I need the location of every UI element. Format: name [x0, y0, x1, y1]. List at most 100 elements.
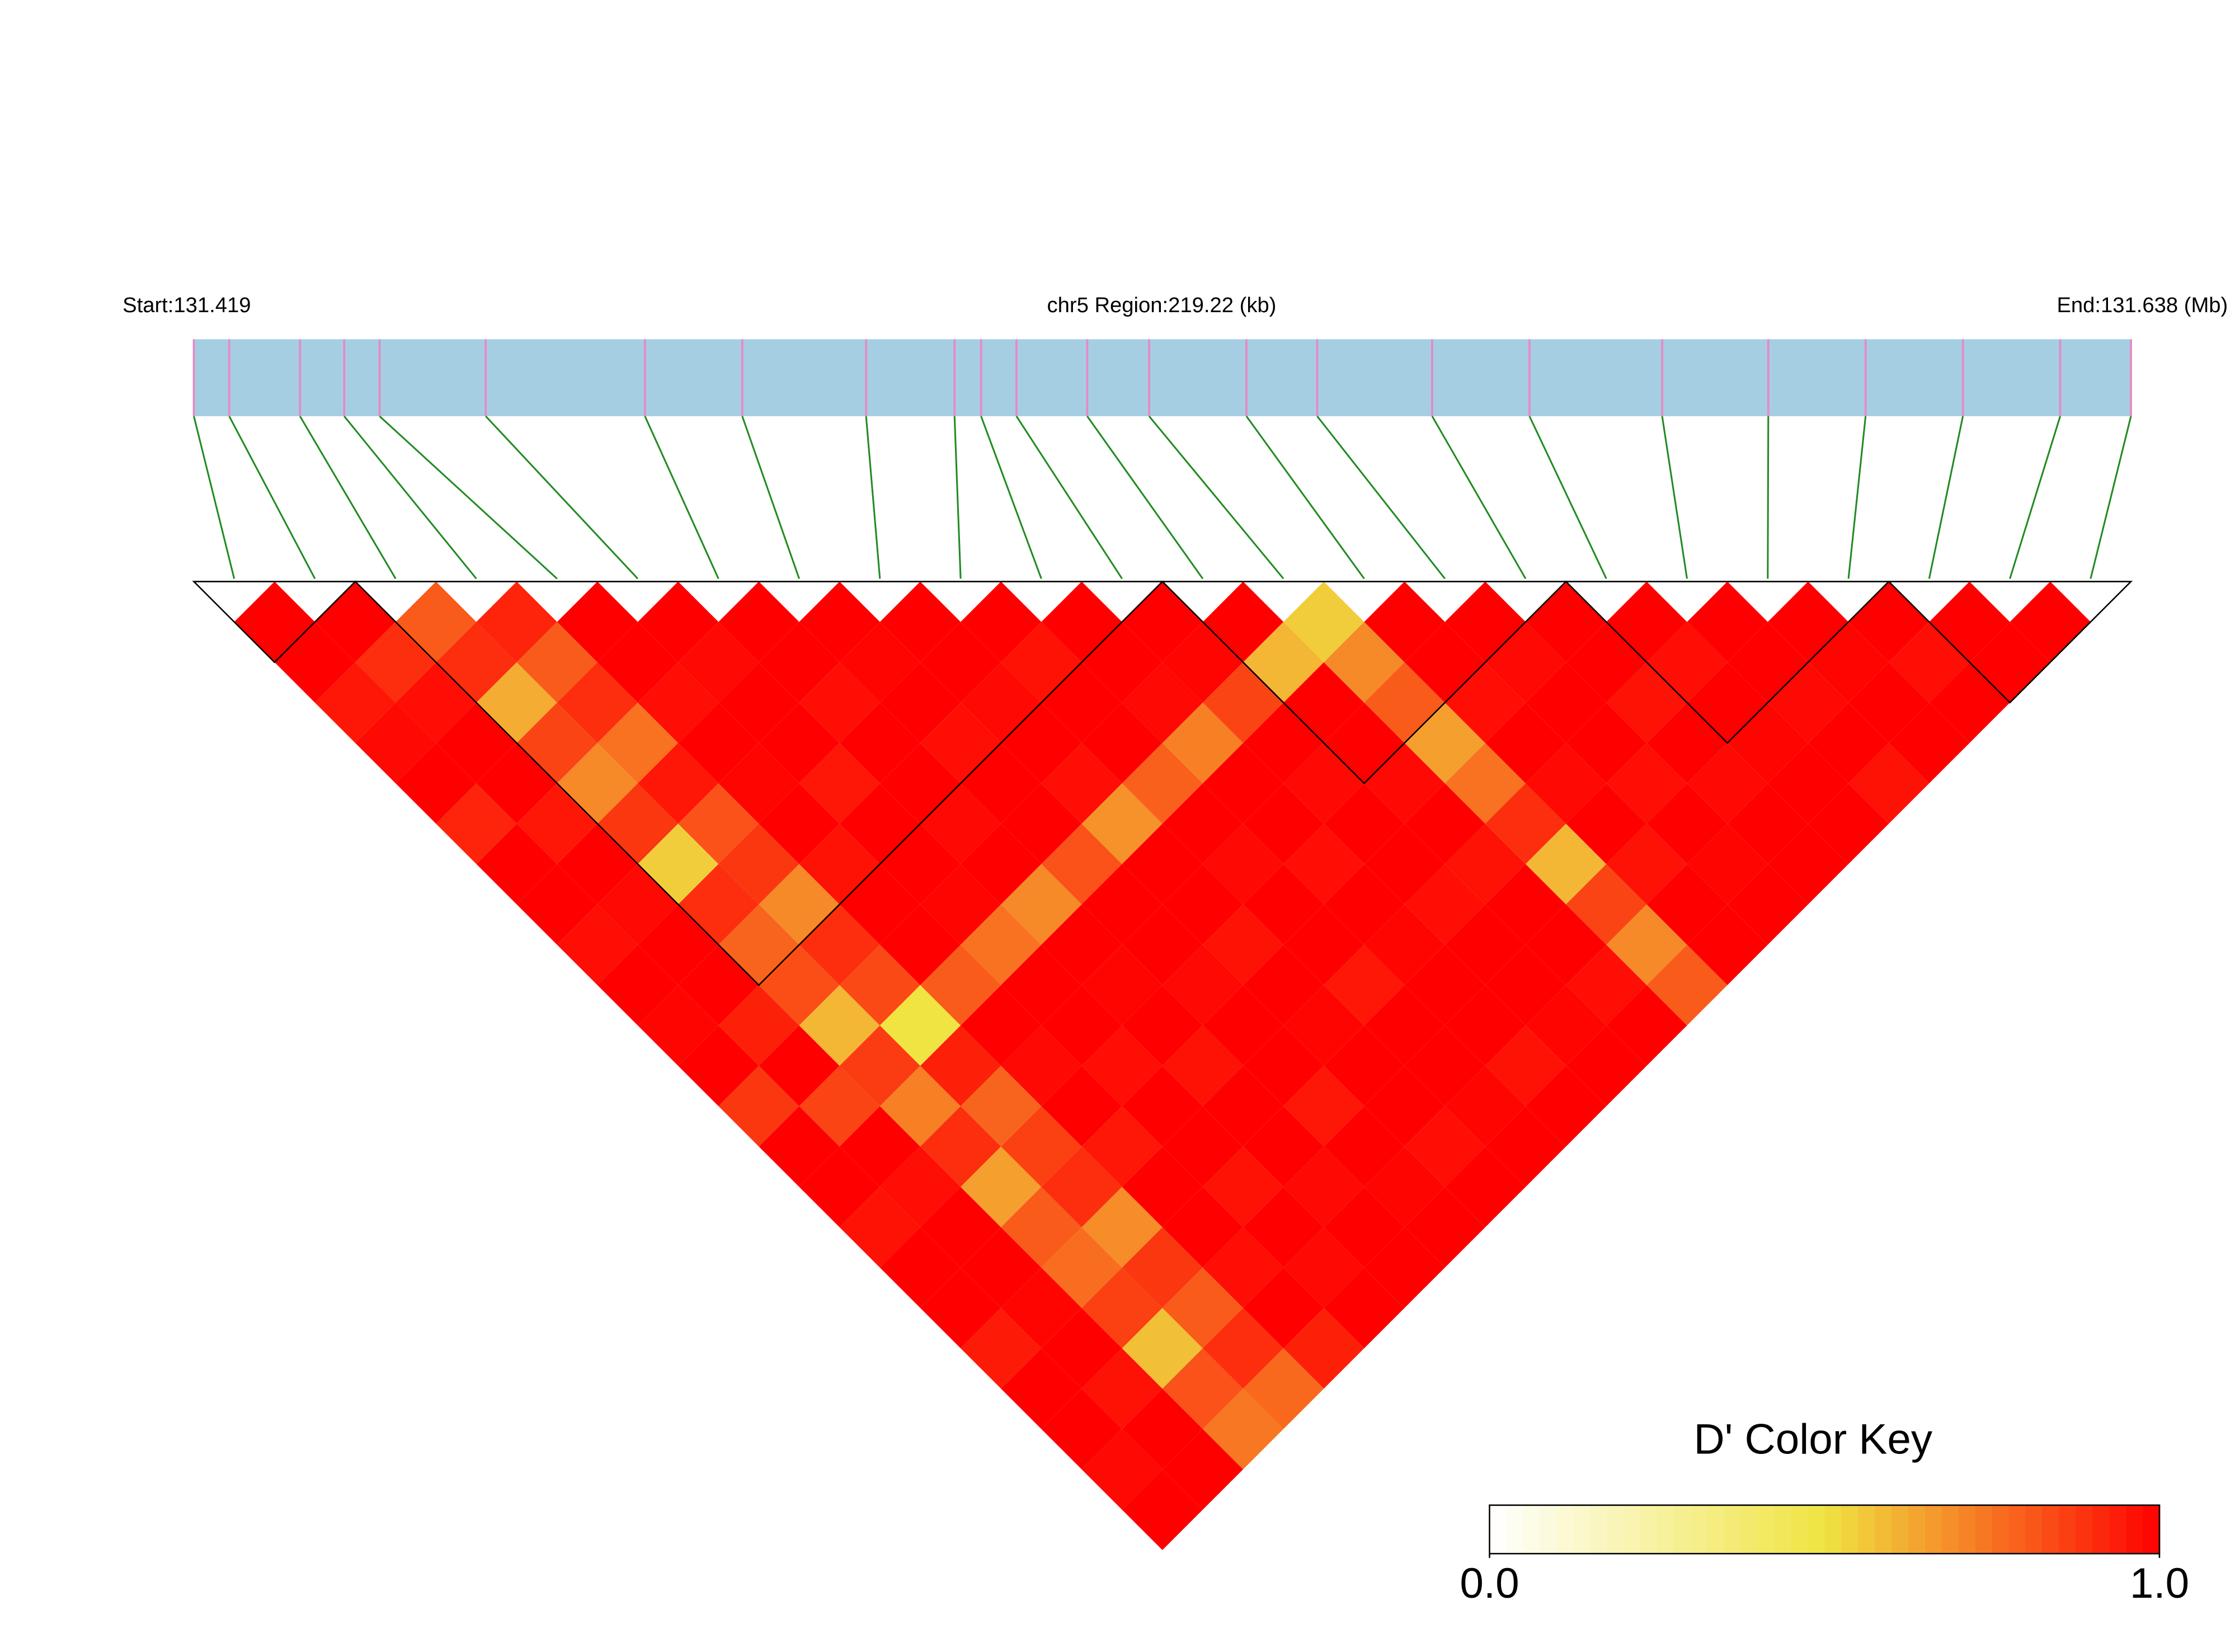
- key-swatch: [1523, 1505, 1541, 1554]
- ld-cell: [516, 622, 597, 703]
- ld-cell: [1162, 1429, 1244, 1510]
- ld-cell: [1808, 783, 1889, 864]
- snp-link: [2090, 416, 2132, 579]
- key-swatch: [2059, 1505, 2077, 1554]
- ld-cell: [1283, 1066, 1364, 1147]
- ld-cell: [839, 1187, 920, 1268]
- key-swatch: [1875, 1505, 1893, 1554]
- ld-cell: [1364, 1066, 1445, 1147]
- snp-link: [1528, 416, 1607, 580]
- key-swatch: [1925, 1505, 1943, 1554]
- ld-cell: [516, 864, 597, 945]
- key-swatch: [2008, 1505, 2026, 1554]
- key-swatch: [1975, 1505, 1993, 1554]
- ld-cell: [1162, 1106, 1244, 1187]
- key-swatch: [1941, 1505, 1959, 1554]
- key-swatch: [1690, 1505, 1708, 1554]
- key-swatch: [1958, 1505, 1976, 1554]
- ld-cell: [1162, 944, 1244, 1026]
- key-swatch: [2076, 1505, 2093, 1554]
- ld-cell: [1081, 783, 1163, 864]
- key-frame: [1489, 1504, 2161, 1555]
- ld-cell: [1162, 1267, 1244, 1349]
- key-swatch: [1908, 1505, 1926, 1554]
- ld-cell: [1364, 662, 1445, 743]
- key-tick-label: 1.0: [2130, 1560, 2189, 1607]
- ld-cell: [1001, 1187, 1082, 1268]
- ld-cell: [920, 1267, 1001, 1349]
- ld-cell: [1364, 581, 1445, 662]
- ld-block: [1564, 581, 1891, 744]
- ld-cell: [1808, 702, 1889, 784]
- position-bar: [194, 339, 2132, 416]
- ld-block: [353, 581, 1164, 986]
- ld-cell: [1162, 702, 1244, 784]
- key-swatch: [2092, 1505, 2110, 1554]
- ld-cell: [1081, 1187, 1163, 1268]
- key-swatch: [1590, 1505, 1608, 1554]
- ld-cell: [1081, 1348, 1163, 1429]
- ld-cell: [1162, 1025, 1244, 1107]
- ld-cell: [1081, 1025, 1163, 1107]
- ld-cell: [920, 1187, 1001, 1268]
- ld-cell: [1081, 1106, 1163, 1187]
- snp-link: [1245, 416, 1365, 580]
- ld-block: [1887, 581, 2133, 704]
- snp-link: [228, 416, 316, 580]
- key-swatch: [1891, 1505, 1909, 1554]
- key-swatch: [2143, 1505, 2161, 1554]
- ld-cell: [1202, 985, 1284, 1066]
- ld-cell: [1202, 743, 1284, 824]
- ld-cell: [516, 783, 597, 864]
- snp-link: [1086, 416, 1204, 580]
- start-label: Start:131.419: [123, 293, 251, 317]
- key-swatch: [1556, 1505, 1574, 1554]
- snp-link: [193, 416, 236, 579]
- key-swatch: [1607, 1505, 1625, 1554]
- key-swatch: [1657, 1505, 1675, 1554]
- key-swatch: [1707, 1505, 1725, 1554]
- ld-cell: [1243, 1267, 1324, 1349]
- snp-link: [1316, 416, 1446, 580]
- ld-cell: [1081, 1267, 1163, 1349]
- snp-link: [980, 416, 1042, 579]
- ld-cell: [1202, 904, 1284, 985]
- ld-cell: [1283, 581, 1364, 662]
- ld-cell: [1364, 904, 1445, 985]
- snp-link: [741, 416, 800, 579]
- ld-cell: [1162, 1348, 1244, 1429]
- key-swatch: [1506, 1505, 1524, 1554]
- snp-link: [1661, 416, 1688, 579]
- ld-cell: [1001, 1267, 1082, 1349]
- end-label: End:131.638 (Mb): [2057, 293, 2228, 317]
- ld-cell: [1364, 985, 1445, 1066]
- snp-link: [644, 416, 719, 580]
- key-swatch: [1540, 1505, 1558, 1554]
- ld-cell: [1202, 1066, 1284, 1147]
- ld-cell: [1081, 944, 1163, 1026]
- key-swatch: [1841, 1505, 1859, 1554]
- ld-cell: [1283, 662, 1364, 743]
- key-swatch: [1858, 1505, 1876, 1554]
- ld-cell: [1162, 864, 1244, 945]
- key-swatch: [1489, 1505, 1507, 1554]
- snp-link: [1928, 416, 1964, 579]
- ld-cell: [1202, 581, 1284, 662]
- key-swatch: [1774, 1505, 1792, 1554]
- key-swatch: [2126, 1505, 2144, 1554]
- key-swatch: [1623, 1505, 1641, 1554]
- ld-cell: [1283, 985, 1364, 1066]
- chart-title: chr5 Region:219.22 (kb): [1047, 293, 1277, 317]
- key-swatch: [2109, 1505, 2127, 1554]
- key-tick-label: 0.0: [1460, 1560, 1519, 1607]
- key-swatch: [1757, 1505, 1775, 1554]
- snp-link: [379, 415, 558, 580]
- ld-cell: [1202, 1389, 1284, 1470]
- snp-link: [344, 416, 477, 580]
- ld-cell: [1404, 1187, 1485, 1268]
- key-swatch: [1724, 1505, 1742, 1554]
- ld-cell: [1081, 702, 1163, 784]
- ld-cell: [1283, 904, 1364, 985]
